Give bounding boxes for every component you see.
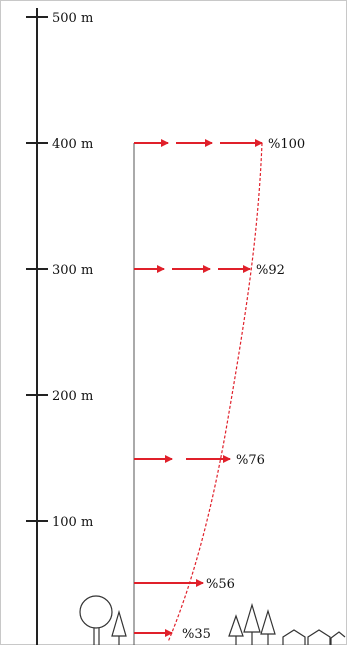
height-scale-ticks: 500 m 400 m 300 m 200 m 100 m [26,11,93,530]
percent-label-50: %56 [206,577,235,592]
percent-label-300: %92 [256,263,285,278]
ground-objects [79,595,346,645]
percent-label-10: %35 [182,627,211,642]
wind-arrows [134,139,263,637]
percent-labels: %100 %92 %76 %56 %35 [182,137,305,642]
scale-label-300: 300 m [52,263,93,278]
scale-label-100: 100 m [52,515,93,530]
scale-label-200: 200 m [52,389,93,404]
percent-label-150: %76 [236,453,265,468]
percent-label-400: %100 [268,137,305,152]
conifer-tree-icon [260,608,276,645]
house-icon [282,629,306,645]
scale-label-400: 400 m [52,137,93,152]
scale-label-500: 500 m [52,11,93,26]
house-icon [330,631,346,645]
wind-profile-curve [167,142,263,643]
conifer-tree-icon [243,602,261,645]
house-icon [307,629,331,645]
conifer-tree-icon [111,609,127,645]
conifer-tree-icon [228,614,244,645]
round-tree-icon [79,595,113,645]
